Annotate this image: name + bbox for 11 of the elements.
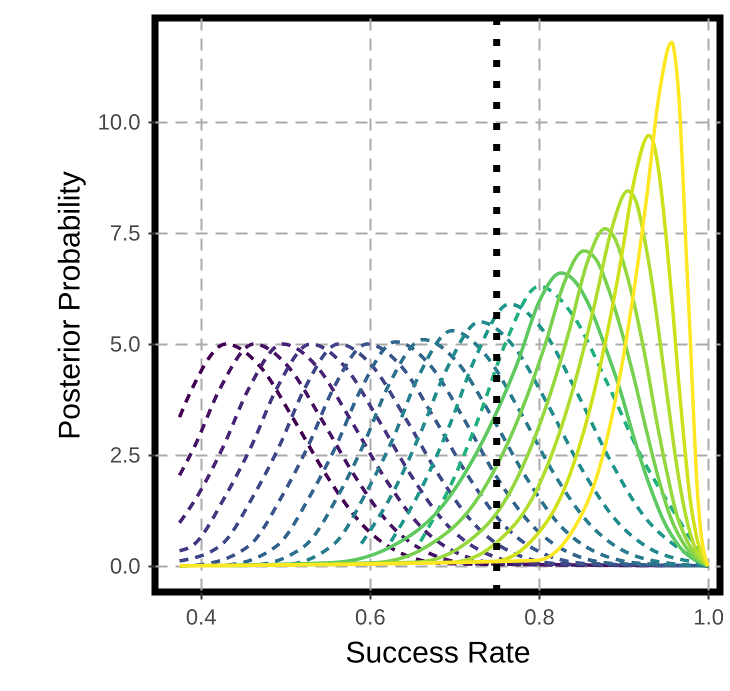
x-tick-label: 0.4 — [186, 604, 216, 630]
y-tick-label: 2.5 — [110, 442, 140, 468]
y-axis-title: Posterior Probability — [54, 171, 87, 440]
y-tick-label: 0.0 — [110, 553, 140, 578]
y-tick-label: 10.0 — [98, 110, 140, 135]
x-axis-title: Success Rate — [345, 636, 531, 670]
x-tick-label: 0.8 — [524, 604, 555, 630]
x-tick-label: 1.0 — [693, 604, 724, 630]
y-tick-label: 7.5 — [110, 220, 140, 246]
y-tick-label: 5.0 — [110, 332, 140, 357]
x-tick-label: 0.6 — [355, 604, 386, 630]
